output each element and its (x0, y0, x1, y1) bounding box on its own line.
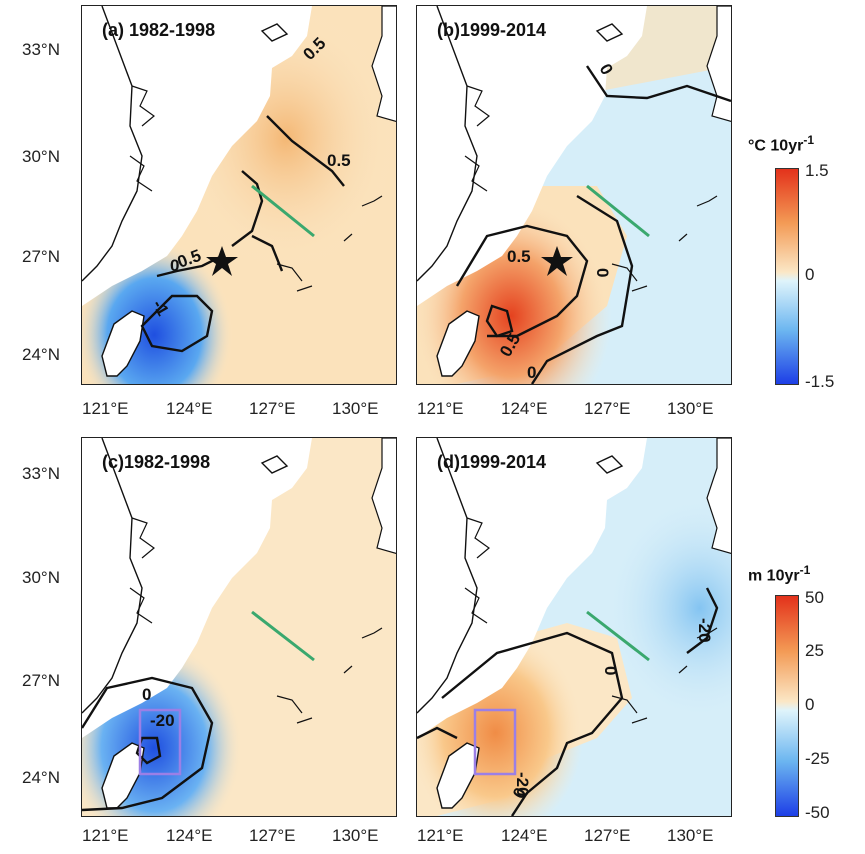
contour-label: 0 (170, 256, 179, 275)
lon-tick: 124°E (166, 826, 213, 845)
lon-tick: 130°E (667, 826, 714, 845)
lat-tick: 33°N (22, 40, 60, 59)
contour-label: 0.5 (327, 151, 351, 170)
colorbar-tick: 50 (805, 588, 824, 607)
lat-tick: 24°N (22, 345, 60, 364)
lon-tick: 127°E (584, 826, 631, 845)
map-panel-b: 0 0.5 0.5 0 0 (417, 6, 731, 384)
lon-tick: 127°E (249, 399, 296, 418)
map-panel-c: 0 -20 (82, 438, 396, 816)
panel-d: 0 0 -20 -20 (d)1999-2014 (416, 437, 732, 817)
colorbar-title: °C 10yr-1 (748, 133, 814, 155)
colorbar-tick: 25 (805, 641, 824, 660)
star-marker (206, 246, 238, 276)
colorbar-tick: 0 (805, 265, 815, 284)
lon-tick: 124°E (501, 826, 548, 845)
contour-label: 0.5 (507, 247, 531, 266)
lon-tick: 130°E (667, 399, 714, 418)
panel-title: (a) 1982-1998 (102, 20, 216, 40)
section-line (251, 184, 315, 238)
lat-tick: 33°N (22, 464, 60, 483)
lon-tick: 121°E (82, 826, 129, 845)
lon-tick: 121°E (82, 399, 129, 418)
panel-title: (d)1999-2014 (437, 452, 547, 472)
lon-tick: 121°E (417, 826, 464, 845)
colorbar-tick: -1.5 (805, 372, 835, 391)
colorbar-temperature (775, 168, 799, 385)
contour-label: -20 (150, 711, 175, 730)
lat-tick: 24°N (22, 768, 60, 787)
section-line (586, 610, 650, 662)
lat-tick: 30°N (22, 147, 60, 166)
lon-tick: 124°E (501, 399, 548, 418)
lat-tick: 30°N (22, 568, 60, 587)
lon-tick: 127°E (584, 399, 631, 418)
contour-label: -20 (513, 772, 532, 797)
lon-tick: 130°E (332, 399, 379, 418)
colorbar-tick: -50 (805, 803, 830, 822)
lon-tick: 121°E (417, 399, 464, 418)
contour-label: 0 (527, 363, 536, 382)
star-marker (541, 246, 573, 276)
colorbar-tick: 0 (805, 695, 815, 714)
map-panel-d: 0 0 -20 -20 (417, 438, 731, 816)
region-box (138, 708, 182, 776)
lat-tick: 27°N (22, 671, 60, 690)
lon-tick: 130°E (332, 826, 379, 845)
map-panel-a: 0.5 0.5 0.5 0 -1 (82, 6, 396, 384)
contour-label: -20 (695, 618, 714, 643)
section-line (586, 184, 650, 238)
colorbar-height (775, 595, 799, 817)
colorbar-tick: -25 (805, 749, 830, 768)
panel-b: 0 0.5 0.5 0 0 (b)1999-2014 (416, 5, 732, 385)
contour-label: 0 (142, 685, 151, 704)
colorbar-tick: 1.5 (805, 161, 829, 180)
contour-label: 0 (601, 666, 620, 675)
panel-title: (c)1982-1998 (102, 452, 211, 472)
lon-tick: 127°E (249, 826, 296, 845)
colorbar-title: m 10yr-1 (748, 563, 811, 585)
panel-a: 0.5 0.5 0.5 0 -1 (a) 1982-1998 (81, 5, 397, 385)
contour-label: 0 (593, 268, 612, 277)
panel-title: (b)1999-2014 (437, 20, 547, 40)
lat-tick: 27°N (22, 247, 60, 266)
panel-c: 0 -20 (c)1982-1998 (81, 437, 397, 817)
region-box (473, 708, 517, 776)
section-line (251, 610, 315, 662)
lon-tick: 124°E (166, 399, 213, 418)
